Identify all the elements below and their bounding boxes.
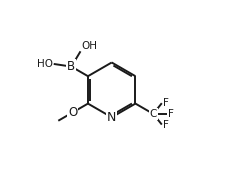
Text: B: B xyxy=(67,60,75,73)
Text: OH: OH xyxy=(81,41,97,51)
Text: F: F xyxy=(163,120,169,130)
Text: F: F xyxy=(168,109,174,119)
Text: O: O xyxy=(68,106,77,119)
Text: F: F xyxy=(163,98,169,108)
Text: HO: HO xyxy=(37,59,53,69)
Text: C: C xyxy=(150,109,157,119)
Text: N: N xyxy=(107,111,116,124)
